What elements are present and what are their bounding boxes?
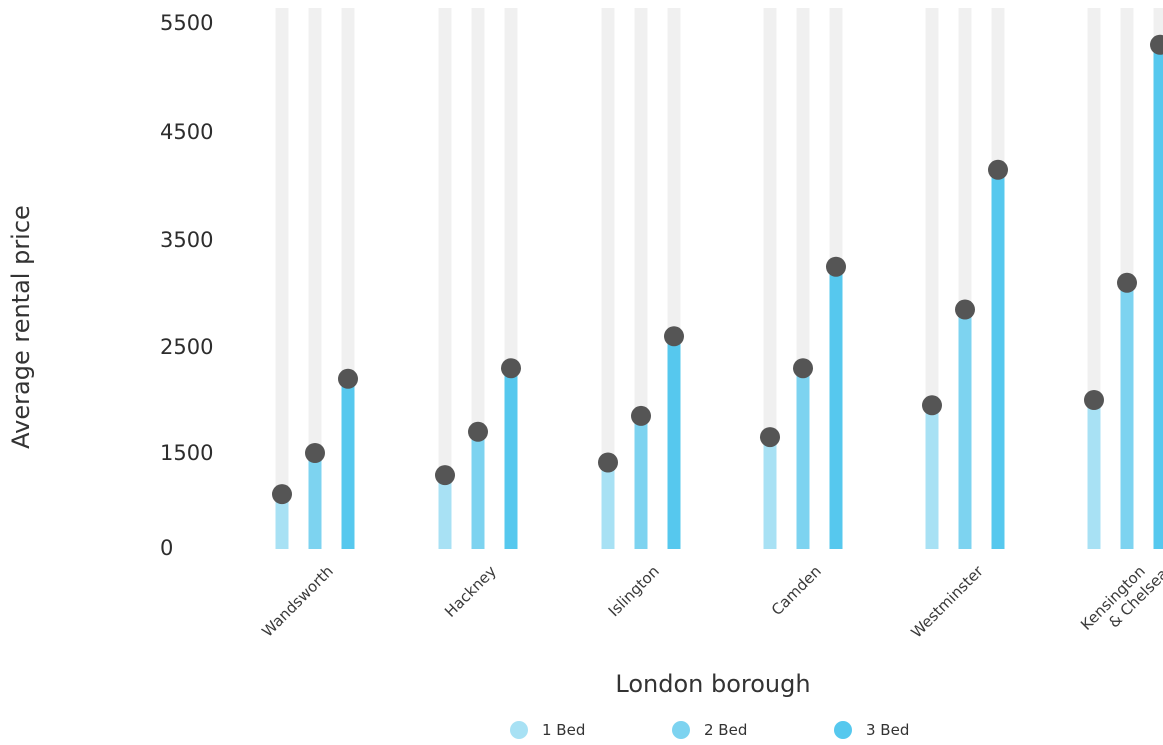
x-tick-label-line: Westminster bbox=[907, 562, 987, 642]
legend-swatch-1-bed bbox=[510, 721, 528, 739]
legend-swatch-3-bed bbox=[834, 721, 852, 739]
x-tick-label: Wandsworth bbox=[258, 562, 336, 640]
bar-3-bed bbox=[504, 368, 518, 549]
bar-track bbox=[471, 8, 485, 549]
value-marker bbox=[988, 159, 1008, 180]
bar-1-bed bbox=[1087, 400, 1101, 549]
bar-1-bed bbox=[438, 475, 452, 549]
bar-3-bed bbox=[341, 378, 355, 549]
x-tick-label: Camden bbox=[768, 562, 825, 619]
y-tick-label: 0 bbox=[160, 536, 173, 560]
value-marker bbox=[631, 405, 651, 426]
bar-track bbox=[601, 8, 615, 549]
x-tick-label: Islington bbox=[605, 562, 663, 620]
x-tick-label: Kensington& Chelsea bbox=[1077, 552, 1163, 646]
value-marker bbox=[664, 326, 684, 347]
bar-1-bed bbox=[763, 437, 777, 549]
value-marker bbox=[955, 299, 975, 320]
x-axis-title: London borough bbox=[615, 670, 810, 698]
y-tick-label: 1500 bbox=[160, 441, 213, 465]
y-tick-label: 5500 bbox=[160, 11, 213, 35]
value-marker bbox=[1150, 34, 1163, 55]
bar-2-bed bbox=[796, 368, 810, 549]
x-tick-label-line: Islington bbox=[605, 562, 663, 620]
legend-label-3-bed: 3 Bed bbox=[866, 721, 910, 739]
x-tick-label-line: Hackney bbox=[441, 562, 500, 621]
y-tick-label: 3500 bbox=[160, 228, 213, 252]
value-marker bbox=[435, 465, 455, 486]
value-marker bbox=[272, 484, 292, 505]
bar-3-bed bbox=[829, 266, 843, 549]
x-tick-label: Westminster bbox=[907, 562, 987, 642]
value-marker bbox=[501, 358, 521, 379]
legend-label-2-bed: 2 Bed bbox=[704, 721, 748, 739]
x-tick-label-line: Wandsworth bbox=[258, 562, 336, 640]
value-marker bbox=[598, 452, 618, 473]
value-marker bbox=[305, 443, 325, 463]
value-marker bbox=[922, 395, 942, 416]
value-marker bbox=[338, 368, 358, 389]
bar-3-bed bbox=[991, 169, 1005, 550]
bar-track bbox=[438, 8, 452, 549]
x-tick-label: Hackney bbox=[441, 562, 500, 621]
x-tick-label-line: Camden bbox=[768, 562, 825, 619]
bar-2-bed bbox=[958, 309, 972, 549]
bar-1-bed bbox=[275, 494, 289, 549]
bar-track bbox=[275, 8, 289, 549]
bar-2-bed bbox=[471, 431, 485, 549]
y-tick-label: 2500 bbox=[160, 335, 213, 359]
bar-2-bed bbox=[634, 415, 648, 549]
value-marker bbox=[468, 421, 488, 442]
legend-swatch-2-bed bbox=[672, 721, 690, 739]
bar-1-bed bbox=[925, 405, 939, 549]
value-marker bbox=[793, 358, 813, 379]
bar-track bbox=[308, 8, 322, 549]
bar-3-bed bbox=[1153, 44, 1163, 550]
bar-3-bed bbox=[667, 336, 681, 549]
bar-2-bed bbox=[1120, 282, 1134, 549]
value-marker bbox=[826, 256, 846, 277]
legend: 1 Bed 2 Bed 3 Bed bbox=[510, 721, 996, 739]
value-marker bbox=[1084, 390, 1104, 410]
value-marker bbox=[760, 427, 780, 448]
legend-item-1-bed[interactable]: 1 Bed bbox=[510, 721, 672, 739]
bar-2-bed bbox=[308, 453, 322, 549]
y-axis-title: Average rental price bbox=[7, 205, 35, 449]
legend-item-2-bed[interactable]: 2 Bed bbox=[672, 721, 834, 739]
bar-track bbox=[763, 8, 777, 549]
y-tick-label: 4500 bbox=[160, 120, 213, 144]
legend-label-1-bed: 1 Bed bbox=[542, 721, 586, 739]
value-marker bbox=[1117, 272, 1137, 293]
legend-item-3-bed[interactable]: 3 Bed bbox=[834, 721, 996, 739]
bar-1-bed bbox=[601, 462, 615, 549]
